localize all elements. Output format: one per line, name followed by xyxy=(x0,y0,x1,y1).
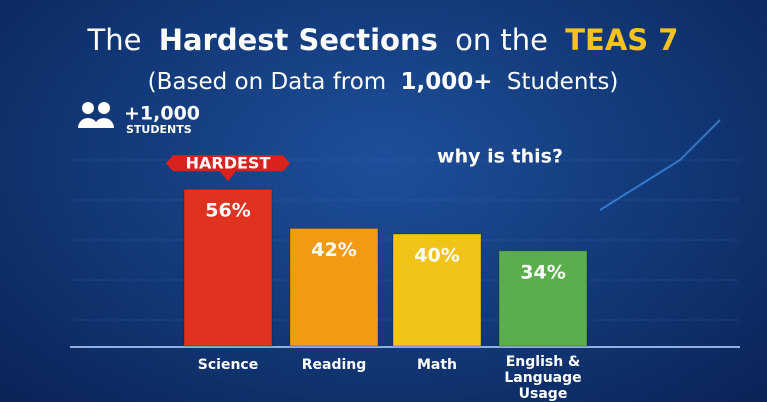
subtitle-part: 1,000+ xyxy=(401,69,493,95)
value-label: 56% xyxy=(205,200,250,222)
x-tick-label: Science xyxy=(197,357,259,373)
highlight-label: HARDEST xyxy=(186,154,271,173)
value-label: 34% xyxy=(520,261,565,283)
title-part: The xyxy=(87,23,142,57)
subtitle-part: (Based on Data from xyxy=(148,69,387,95)
bar xyxy=(289,227,379,347)
chart-subtitle: (Based on Data from 1,000+ Students) xyxy=(148,69,619,95)
value-label: 40% xyxy=(414,245,459,267)
people-icon xyxy=(78,102,114,128)
badge-count: +1,000 xyxy=(124,103,200,125)
highlight-tag xyxy=(166,155,290,182)
title-part: TEAS 7 xyxy=(565,23,678,57)
x-tick-label: Math xyxy=(416,357,458,373)
title-part: on the xyxy=(455,23,548,57)
annotation: why is this? xyxy=(437,146,563,168)
bar xyxy=(498,250,588,347)
bar xyxy=(183,188,273,347)
badge-label: STUDENTS xyxy=(126,123,192,136)
x-tick-label: Reading xyxy=(301,357,367,373)
title-part: Hardest Sections xyxy=(159,23,438,57)
x-tick-label: English & Language Usage xyxy=(504,354,582,402)
bar xyxy=(392,233,482,347)
chart-title: The Hardest Sections on the TEAS 7 xyxy=(87,23,679,57)
decor-trend xyxy=(599,119,721,211)
subtitle-part: Students) xyxy=(507,69,619,95)
value-label: 42% xyxy=(311,239,356,261)
